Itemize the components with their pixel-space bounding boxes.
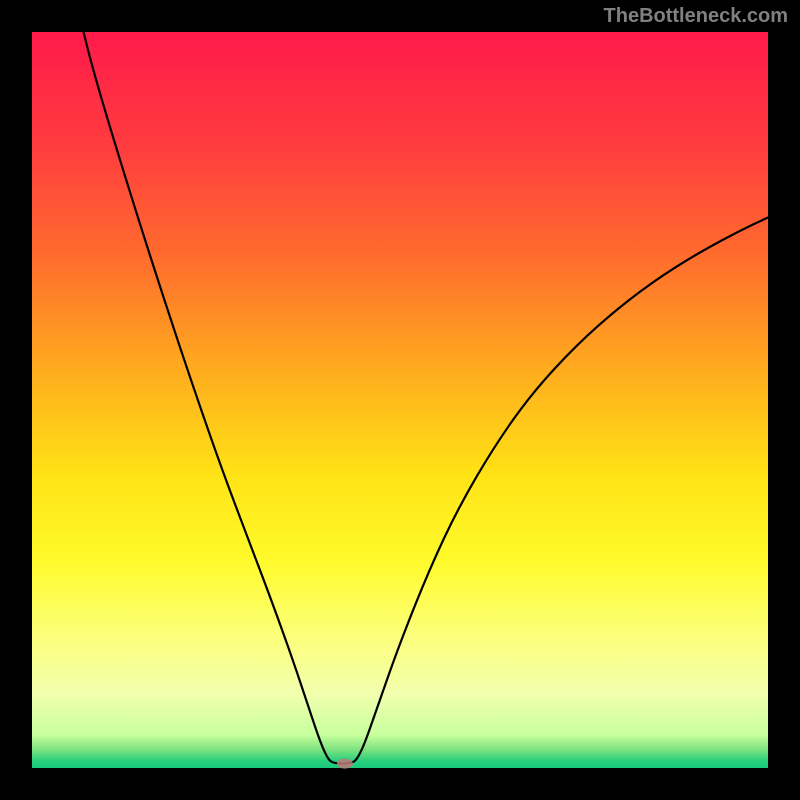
chart-svg <box>0 0 800 800</box>
bottleneck-chart: TheBottleneck.com <box>0 0 800 800</box>
chart-plot-area <box>32 32 768 768</box>
bottleneck-marker <box>337 759 353 769</box>
watermark-text: TheBottleneck.com <box>604 5 788 28</box>
